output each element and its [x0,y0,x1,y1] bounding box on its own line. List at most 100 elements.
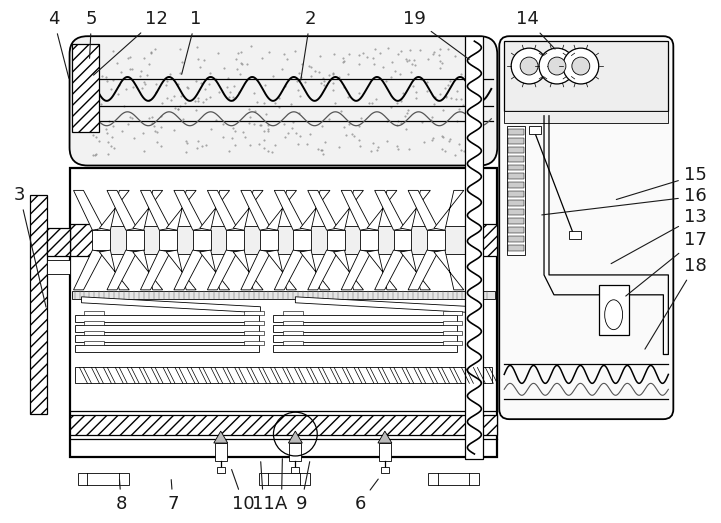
Bar [443,331,462,335]
Bar [69,168,497,457]
Polygon shape [208,190,237,230]
Polygon shape [400,250,430,290]
Bar [360,230,378,250]
Bar [217,467,225,473]
Bar [504,111,668,123]
Bar [508,245,524,251]
Bar [244,331,263,335]
Text: 2: 2 [301,10,316,80]
Text: 3: 3 [14,186,46,307]
Bar [47,228,69,256]
Bar [508,146,524,153]
Bar [443,311,462,315]
Bar [508,129,524,135]
Bar [78,473,129,485]
Polygon shape [334,190,363,230]
Text: A: A [275,459,288,513]
Bar [215,443,226,461]
Bar [71,291,495,299]
Polygon shape [367,190,397,230]
Bar [273,335,458,342]
Polygon shape [408,250,438,290]
Polygon shape [233,190,263,230]
Circle shape [572,57,590,75]
Bar [508,218,524,224]
Bar [379,443,391,461]
Polygon shape [174,250,204,290]
Polygon shape [99,190,129,230]
Bar [508,236,524,242]
Bar [273,325,458,332]
Bar [508,165,524,170]
Polygon shape [400,190,430,230]
Bar [84,331,105,335]
Polygon shape [308,250,337,290]
Text: 1: 1 [182,10,202,74]
Bar [443,321,462,325]
Bar [84,321,105,325]
Bar [244,311,263,315]
Bar [273,345,458,351]
Polygon shape [74,250,103,290]
Bar [71,226,495,254]
Bar [508,227,524,233]
Polygon shape [296,297,474,313]
Polygon shape [241,250,270,290]
Polygon shape [81,297,260,313]
Polygon shape [133,250,163,290]
Text: 8: 8 [115,480,127,513]
Polygon shape [107,190,137,230]
Bar [504,41,668,111]
Polygon shape [375,250,404,290]
Polygon shape [434,250,464,290]
Polygon shape [267,190,296,230]
Text: 10: 10 [231,470,255,513]
Bar [159,230,177,250]
Bar [84,340,105,345]
Circle shape [539,48,575,84]
Polygon shape [107,250,137,290]
Text: 18: 18 [645,257,707,349]
Polygon shape [141,250,170,290]
Polygon shape [408,190,438,230]
Bar [69,415,497,435]
Bar [74,335,259,342]
Polygon shape [74,190,103,230]
Text: 15: 15 [616,166,707,199]
Bar [126,230,143,250]
Bar [74,325,259,332]
Bar [30,196,47,414]
Polygon shape [208,250,237,290]
Polygon shape [200,250,229,290]
Bar [259,473,310,485]
Text: 13: 13 [611,208,707,264]
Bar [69,224,97,256]
Polygon shape [300,250,330,290]
Polygon shape [341,190,371,230]
Bar [394,230,412,250]
Bar [193,230,211,250]
Bar [508,174,524,179]
Bar [244,321,263,325]
Polygon shape [341,250,371,290]
Polygon shape [308,190,337,230]
Bar [508,209,524,215]
Bar [47,260,69,274]
Polygon shape [300,190,330,230]
Text: 6: 6 [354,479,379,513]
Bar [569,231,581,239]
Bar [74,368,492,383]
Circle shape [520,57,538,75]
Bar [508,183,524,188]
Polygon shape [167,190,196,230]
Bar [508,200,524,206]
Polygon shape [274,250,304,290]
Bar [74,345,259,351]
Bar [283,340,304,345]
Bar [443,340,462,345]
Polygon shape [288,431,302,443]
FancyBboxPatch shape [499,36,673,419]
Bar [283,311,304,315]
Circle shape [548,57,566,75]
Polygon shape [241,190,270,230]
